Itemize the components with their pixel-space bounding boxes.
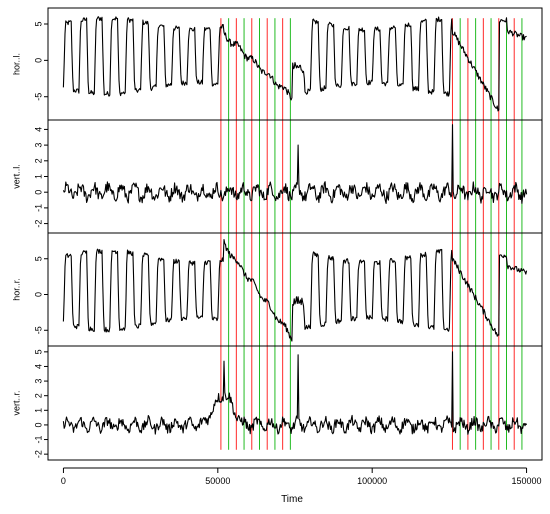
x-axis-label: Time [281,494,303,505]
x-tick-label-2: 50000 [205,476,230,486]
y-tick-label-p3-1: -5 [33,326,43,334]
x-tick-label-4: 150000 [512,476,542,486]
y-axis-label-panel-2: vert..l. [11,164,21,189]
y-tick-label-p4-7: 4 [33,364,43,369]
panels-layer: -505hor..l.-2-101234vert..l.-505hor..r.-… [11,7,543,461]
y-tick-label-p3-2: 0 [33,292,43,297]
y-tick-label-p4-4: 1 [33,408,43,413]
y-tick-label-p4-1: -2 [33,450,43,458]
y-tick-label-p1-1: -5 [33,93,43,101]
y-tick-label-p2-4: 1 [33,174,43,179]
panel-4: -2 -1 0 1 2 3 4 5 vert..r. [11,345,543,461]
panel-3: -5 0 5 hor..r. [11,232,543,347]
y-tick-label-p4-6: 3 [33,379,43,384]
y-axis-label-panel-4: vert..r. [11,390,21,415]
y-tick-label-p2-6: 3 [33,143,43,148]
y-tick-label-p4-2: -1 [33,436,43,444]
y-tick-label-p4-3: 0 [33,422,43,427]
y-tick-label-p1-2: 0 [33,58,43,63]
x-tick-label-3: 100000 [357,476,387,486]
series-line-panel-2 [62,124,528,204]
x-tick-label-1: 0 [61,476,66,486]
y-tick-label-p2-7: 4 [33,127,43,132]
x-axis: 0 50000 100000 150000 [61,467,542,486]
y-tick-label-p2-5: 2 [33,158,43,163]
y-tick-label-p2-3: 0 [33,190,43,195]
y-tick-label-p3-3: 5 [33,256,43,261]
y-tick-label-p1-3: 5 [33,21,43,26]
series-line-panel-3 [62,238,528,342]
series-line-panel-4 [62,351,528,435]
y-tick-label-p4-5: 2 [33,393,43,398]
y-tick-label-p4-8: 5 [33,349,43,354]
y-axis-label-panel-1: hor..l. [11,53,21,75]
panel-1: -5 0 5 hor..l. [11,7,543,121]
panel-frame-4 [47,345,543,461]
y-axis-label-panel-3: hor..r. [11,278,21,301]
series-line-panel-1 [62,16,527,112]
y-tick-label-p2-2: -1 [33,204,43,212]
y-tick-label-p2-1: -2 [33,220,43,228]
panel-2: -2 -1 0 1 2 3 4 vert..l. [11,119,543,234]
